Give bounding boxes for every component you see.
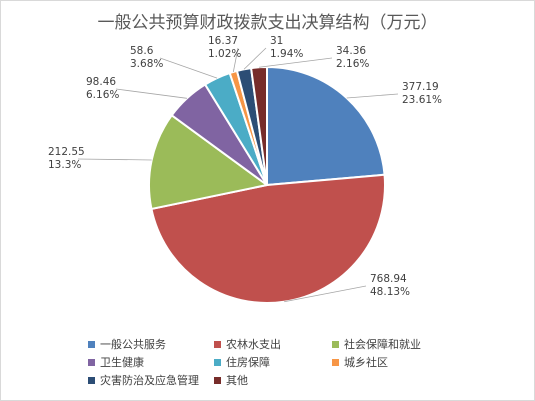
leader-line-2 (284, 285, 367, 303)
legend-label: 社会保障和就业 (344, 338, 421, 351)
legend-item-4: 卫生健康 (88, 354, 144, 370)
legend-label: 住房保障 (226, 356, 270, 369)
leader-line-1 (346, 93, 399, 99)
pie-slice-8 (249, 65, 268, 186)
legend-label: 一般公共服务 (100, 338, 166, 351)
value-label-4: 98.46 (86, 76, 116, 88)
legend-item-3: 社会保障和就业 (332, 336, 421, 352)
legend-label: 卫生健康 (100, 356, 144, 369)
pie-slice-1 (266, 65, 386, 187)
legend-label: 灾害防治及应急管理 (100, 374, 199, 387)
value-label-5: 58.6 (130, 45, 154, 57)
legend-item-7: 灾害防治及应急管理 (88, 372, 199, 388)
pie-slice-3 (148, 113, 270, 211)
percent-label-7: 1.94% (270, 48, 303, 60)
legend-swatch (332, 340, 339, 348)
percent-label-6: 1.02% (208, 48, 241, 60)
percent-label-4: 6.16% (86, 89, 119, 101)
value-label-2: 768.94 (370, 273, 407, 285)
value-label-7: 31 (270, 35, 283, 47)
leader-line-4 (115, 88, 188, 99)
percent-label-8: 2.16% (336, 58, 369, 70)
legend-swatch (214, 358, 221, 366)
legend-item-8: 其他 (214, 372, 248, 388)
value-label-3: 212.55 (48, 146, 85, 158)
leader-line-7 (243, 47, 267, 70)
chart-title: 一般公共预算财政拨款支出决算结构（万元） (97, 13, 438, 33)
legend-item-2: 农林水支出 (214, 336, 281, 352)
value-label-8: 34.36 (336, 45, 366, 57)
leader-line-6 (232, 47, 239, 72)
legend-label: 城乡社区 (344, 356, 388, 369)
legend-swatch (88, 340, 95, 348)
legend-swatch (332, 358, 339, 366)
percent-label-1: 23.61% (402, 94, 442, 106)
percent-label-5: 3.68% (130, 58, 163, 70)
legend-item-5: 住房保障 (214, 354, 270, 370)
legend-swatch (88, 376, 95, 384)
percent-label-3: 13.3% (48, 159, 81, 171)
legend-swatch (88, 358, 95, 366)
percent-label-2: 48.13% (370, 286, 410, 298)
leader-line-8 (258, 57, 333, 68)
legend-label: 农林水支出 (226, 338, 281, 351)
legend-swatch (214, 376, 221, 384)
legend-item-1: 一般公共服务 (88, 336, 166, 352)
legend-swatch (214, 340, 221, 348)
value-label-1: 377.19 (402, 81, 439, 93)
legend-item-6: 城乡社区 (332, 354, 388, 370)
leader-line-5 (159, 57, 218, 79)
value-label-6: 16.37 (208, 35, 238, 47)
legend-label: 其他 (226, 374, 248, 387)
leader-line-3 (77, 158, 152, 161)
